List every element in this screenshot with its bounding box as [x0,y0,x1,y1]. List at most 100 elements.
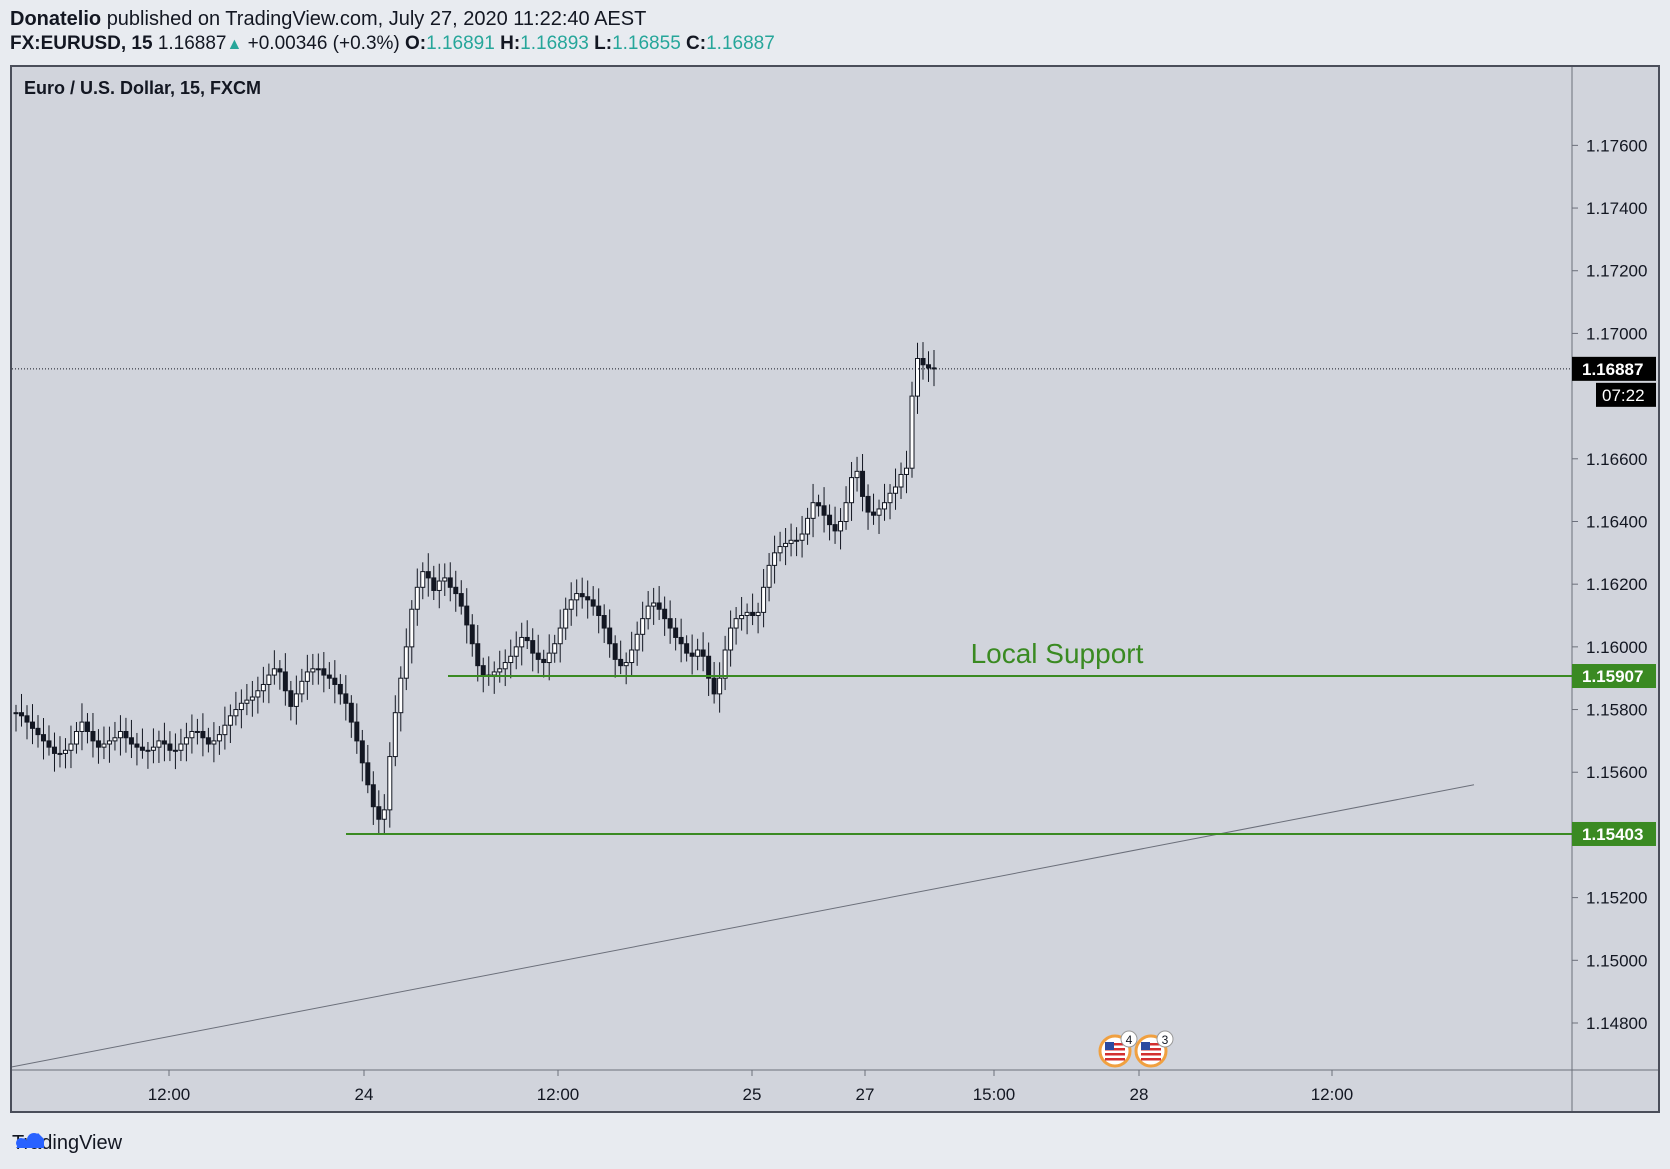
candle-down [596,605,602,617]
candle-down [40,734,46,742]
candle-up [508,655,514,664]
candle-down [821,505,827,516]
price-axis[interactable]: 1.17600 1.17400 1.17200 1.17000 1.16600 1.164… [1572,136,1647,1033]
candle-down [926,364,932,369]
low-label: L: [594,33,613,54]
candle-up [772,552,778,566]
candle-up [387,756,393,811]
candle-down [46,740,52,748]
x-tick-label: 25 [743,1085,762,1104]
candle-up [189,730,195,739]
candle-up [106,740,112,745]
candle-down [447,577,453,588]
candle-down [134,743,140,748]
y-tick-label: 1.15800 [1586,701,1647,720]
candle-down [128,737,134,745]
candle-down [920,357,926,366]
candle-down [535,652,541,660]
candle-up [898,473,904,488]
published-text: published on TradingView.com, July 27, 2… [106,8,647,30]
candle-down [343,693,349,704]
candle-up [497,668,503,673]
footer-brand[interactable]: TradingView [12,1128,122,1158]
candle-down [480,665,486,676]
candle-down [370,784,376,808]
candle-up [392,712,398,758]
candle-down [832,524,838,532]
candle-up [398,677,404,714]
event-count-badge [1156,1030,1174,1048]
candle-up [728,627,734,651]
countdown-value: 07:22 [1602,386,1645,405]
y-tick-label: 1.17200 [1586,262,1647,281]
candles-layer [13,342,937,835]
candle-down [29,721,35,729]
chart-canvas[interactable]: Euro / U.S. Dollar, 15, FXCM 1.16887 07:2… [12,67,1658,1111]
countdown-badge [1596,382,1656,407]
candle-down [530,640,536,654]
candle-down [200,730,206,739]
candle-down [348,702,354,723]
candle-up [68,743,74,751]
candle-up [156,740,162,748]
high-label: H: [500,33,521,54]
candle-down [590,599,596,607]
x-tick-label: 28 [1130,1085,1149,1104]
candle-up [436,580,442,591]
ohlc-header: FX:EURUSD, 15 1.16887▲ +0.00346 (+0.3%) … [10,33,775,55]
candle-up [629,649,635,664]
candle-up [211,740,217,745]
flag-stripe [1105,1043,1125,1046]
trendline [12,784,1475,1068]
candle-up [13,712,19,715]
flag-stripe [1105,1048,1125,1051]
candle-up [414,586,420,610]
candle-down [425,571,431,579]
candle-up [882,502,888,510]
candle-down [205,737,211,745]
candle-up [557,627,563,645]
candle-down [711,677,717,695]
candle-up [744,611,750,617]
candle-up [172,749,178,752]
candle-down [24,715,30,723]
candle-up [112,737,118,742]
open-label: O: [405,33,427,54]
candle-up [574,593,580,601]
candle-up [717,677,723,695]
candle-down [673,627,679,638]
tradingview-logo-icon [16,1133,44,1148]
candle-up [568,599,574,610]
candle-up [810,502,816,519]
candle-down [524,636,530,642]
time-axis[interactable]: 12:00 24 12:00 25 27 15:00 28 12:00 [148,1070,1354,1104]
candle-down [365,762,371,786]
candle-down [123,730,129,739]
x-tick-label: 12:00 [537,1085,580,1104]
flag-stripe [1105,1058,1125,1061]
author-name[interactable]: Donatelio [10,8,102,30]
candle-up [849,477,855,504]
chart-frame[interactable]: Euro / U.S. Dollar, 15, FXCM 1.16887 07:2… [10,65,1660,1113]
candle-up [794,539,800,542]
candle-up [117,730,123,739]
candle-down [277,668,283,673]
y-tick-label: 1.14800 [1586,1014,1647,1033]
candle-up [876,508,882,516]
candle-up [777,546,783,554]
candle-up [293,693,299,707]
candle-up [244,699,250,704]
candle-up [552,643,558,654]
candle-down [51,746,57,754]
candle-down [359,740,365,764]
candle-up [403,646,409,679]
y-tick-label: 1.16400 [1586,512,1647,531]
event-count-badge [1120,1030,1138,1048]
candle-up [695,649,701,657]
candle-down [601,615,607,629]
candle-down [750,611,756,617]
candle-up [838,520,844,532]
change-value: +0.00346 (+0.3%) [247,33,400,54]
y-tick-label: 1.17600 [1586,136,1647,155]
